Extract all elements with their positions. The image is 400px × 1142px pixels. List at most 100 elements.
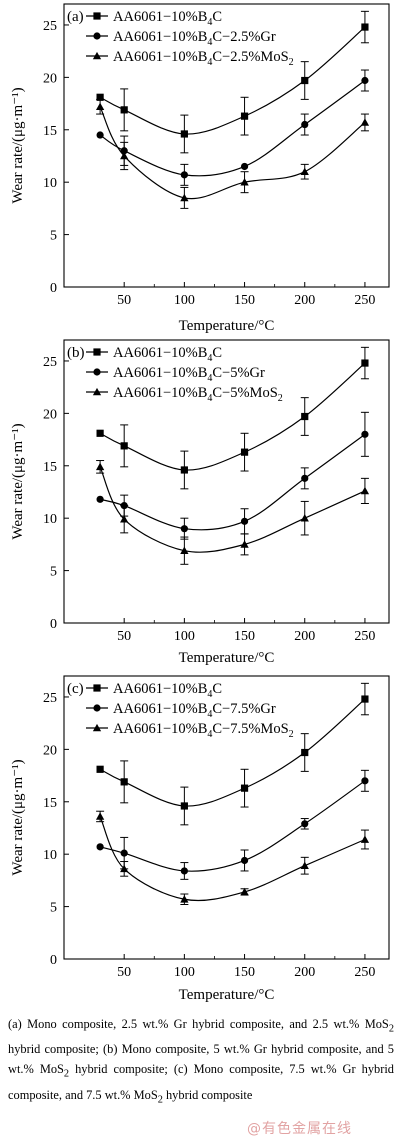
legend-marker-circle (93, 32, 101, 40)
legend-marker-circle (93, 704, 101, 712)
data-point-square (96, 765, 104, 773)
legend-text: C−2.5%Gr (212, 29, 276, 45)
data-point-circle (240, 517, 249, 525)
data-point-square (240, 112, 249, 120)
data-point-square (96, 93, 104, 101)
y-axis-label: Wear rate/(μg·m⁻¹) (10, 87, 26, 203)
y-tick-label: 10 (43, 512, 57, 527)
data-point-triangle (300, 514, 309, 522)
series-line (99, 433, 366, 531)
data-point-circle (96, 131, 104, 139)
chart-panel-3: 0 5 10 15 20 25 50 100 150 200 250 Temperature/°C We… (10, 675, 390, 1003)
data-point-circle (240, 162, 249, 171)
legend-text: C−2.5%MoS (212, 49, 288, 65)
legend-text: AA6061−10%B (113, 721, 207, 737)
caption-sub-3: 2 (157, 1094, 163, 1106)
legend-label: AA6061−10%B4C (113, 681, 222, 700)
legend-entry-3: AA6061−10%B4C−2.5%MoS2 (86, 49, 294, 68)
x-tick-label: 100 (174, 965, 195, 980)
series-circle (96, 69, 369, 186)
data-point-triangle (95, 462, 105, 471)
data-point-triangle (180, 546, 189, 554)
panel-label: (c) (67, 681, 84, 697)
x-tick-label: 250 (354, 293, 375, 308)
panel-label: (a) (67, 9, 84, 25)
series-line (99, 80, 366, 177)
legend-text: AA6061−10%B (113, 345, 207, 361)
data-point-circle (96, 843, 104, 851)
x-tick-label: 150 (234, 965, 255, 980)
legend-label: AA6061−10%B4C−5%Gr (113, 365, 265, 384)
plot-frame (63, 3, 390, 288)
legend-subscript: 4 (207, 37, 212, 48)
data-point-triangle (360, 835, 370, 843)
legend-label: AA6061−10%B4C (113, 345, 222, 364)
data-point-circle (301, 820, 309, 828)
legend-subscript: 2 (289, 729, 294, 740)
x-tick-label: 150 (234, 293, 255, 308)
caption-text-2: hybrid composite; (b) Mono composite, 5 … (8, 1042, 394, 1077)
data-point-circle (301, 474, 309, 482)
legend-text: C−5%Gr (212, 365, 265, 381)
series-square (96, 682, 369, 826)
legend-marker-square (93, 348, 101, 356)
legend-entry-2: AA6061−10%B4C−7.5%Gr (86, 701, 276, 720)
data-point-square (96, 429, 104, 437)
data-point-triangle (120, 864, 129, 873)
x-axis-label: Temperature/°C (179, 318, 275, 334)
data-point-square (120, 442, 128, 450)
legend-text: C (212, 9, 222, 25)
legend-marker-triangle (92, 387, 102, 396)
y-tick-label: 25 (43, 355, 57, 370)
legend-text: AA6061−10%B (113, 49, 207, 65)
data-point-circle (361, 76, 369, 85)
data-point-square (120, 106, 128, 114)
data-point-circle (96, 495, 104, 503)
data-point-square (240, 784, 249, 792)
chart-panel-1: 0 5 10 15 20 25 50 100 150 200 250 Temperature/°C We… (10, 3, 390, 334)
legend-text: AA6061−10%B (113, 29, 207, 45)
legend-text: AA6061−10%B (113, 9, 207, 25)
data-point-square (301, 76, 309, 85)
y-tick-label: 15 (43, 460, 57, 475)
y-tick-label: 20 (43, 743, 57, 758)
data-point-circle (180, 171, 188, 179)
series-square (96, 10, 369, 154)
series-line (99, 780, 366, 872)
x-tick-label: 150 (234, 629, 255, 644)
caption-text-1: (a) Mono composite, 2.5 wt.% Gr hybrid c… (8, 1017, 389, 1031)
y-tick-label: 0 (50, 281, 57, 296)
series-line (99, 106, 366, 200)
legend-subscript: 4 (207, 393, 212, 404)
data-point-circle (240, 856, 249, 865)
y-tick-label: 0 (50, 617, 57, 632)
data-point-circle (180, 525, 188, 533)
legend-entry-2: AA6061−10%B4C−5%Gr (86, 365, 265, 384)
data-point-triangle (120, 151, 129, 160)
legend-subscript: 4 (207, 57, 212, 68)
data-point-triangle (300, 167, 309, 176)
data-point-triangle (120, 515, 129, 523)
figure-caption: (a) Mono composite, 2.5 wt.% Gr hybrid c… (8, 1014, 394, 1110)
legend-text: C (212, 345, 222, 361)
data-point-circle (120, 849, 128, 857)
legend-subscript: 4 (207, 373, 212, 384)
legend-text: AA6061−10%B (113, 701, 207, 717)
data-point-triangle (240, 887, 249, 896)
legend-text: C (212, 681, 222, 697)
data-point-square (301, 748, 309, 757)
x-tick-label: 200 (294, 629, 315, 644)
data-point-triangle (180, 193, 189, 202)
legend-entry-3: AA6061−10%B4C−5%MoS2 (86, 385, 283, 404)
series-triangle (95, 98, 370, 209)
data-point-circle (361, 430, 369, 438)
caption-sub-2: 2 (63, 1068, 70, 1080)
legend-label: AA6061−10%B4C−7.5%MoS2 (113, 721, 294, 740)
legend-text: AA6061−10%B (113, 385, 207, 401)
data-point-square (301, 412, 309, 421)
legend-subscript: 4 (207, 689, 212, 700)
data-point-square (180, 130, 188, 138)
legend-label: AA6061−10%B4C (113, 9, 222, 28)
legend-label: AA6061−10%B4C−5%MoS2 (113, 385, 283, 404)
data-point-triangle (95, 102, 105, 111)
